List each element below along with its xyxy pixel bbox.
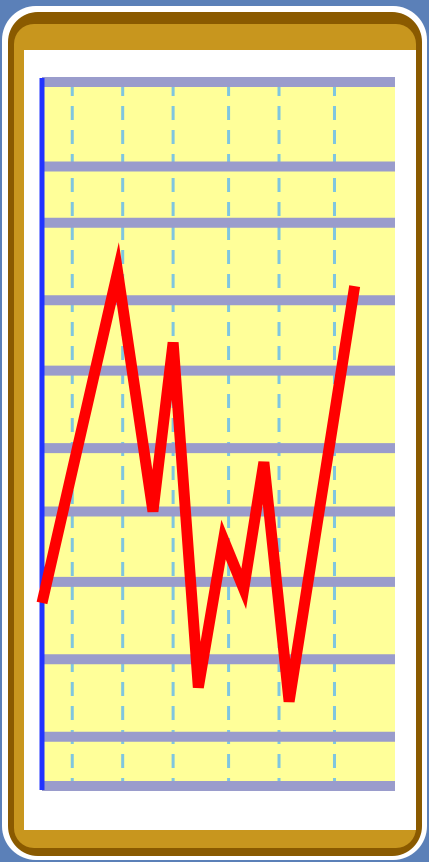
plot: [36, 77, 395, 791]
data-line: [36, 242, 361, 703]
plot-background: [42, 78, 395, 790]
